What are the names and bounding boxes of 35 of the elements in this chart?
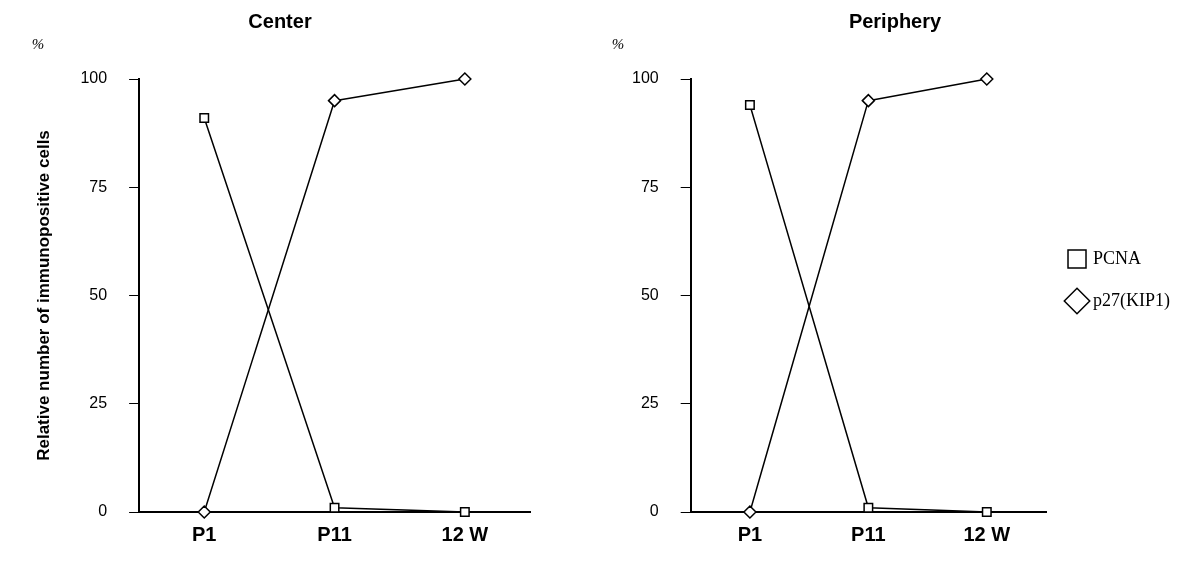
y-tick-label: 100 [631, 69, 659, 87]
text: % [611, 36, 625, 52]
point [861, 93, 876, 108]
y-tick-label: 25 [640, 394, 659, 412]
chart-title: Periphery [848, 9, 943, 32]
legend-label: p27(KIP1) [1093, 289, 1171, 311]
y-axis-title: Relative number of immunopositive cells [33, 130, 53, 461]
point [981, 507, 992, 517]
point [863, 502, 874, 513]
point [199, 112, 210, 123]
legend-label: PCNA [1093, 247, 1142, 268]
y-tick-label: 75 [89, 177, 108, 195]
y-tick-label: 0 [649, 502, 659, 520]
point [459, 507, 470, 517]
point [980, 72, 994, 86]
point [743, 505, 757, 519]
y-tick-label: 50 [89, 285, 108, 303]
x-tick-label: P1 [192, 522, 217, 545]
y-tick-label: 0 [98, 502, 108, 520]
x-tick-label: P11 [317, 522, 352, 545]
y-tick-label: 75 [640, 177, 659, 195]
chart-title: Center [248, 9, 312, 32]
point [197, 505, 211, 519]
point [744, 99, 755, 110]
x-tick-label: P11 [851, 522, 886, 545]
x-tick-label: P1 [737, 522, 763, 545]
text: % [31, 36, 45, 52]
x-tick-label: 12 W [441, 522, 489, 545]
point [329, 502, 340, 513]
x-tick-label: 12 W [963, 522, 1011, 545]
point [458, 72, 472, 86]
y-tick-label: 25 [89, 394, 108, 412]
y-tick-label: 100 [80, 69, 108, 87]
y-tick-label: 50 [640, 285, 659, 303]
point [327, 93, 342, 108]
